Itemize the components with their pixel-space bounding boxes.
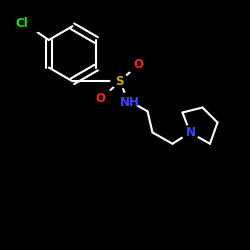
Text: O: O xyxy=(133,58,143,71)
Ellipse shape xyxy=(181,126,199,139)
Ellipse shape xyxy=(127,60,145,73)
Text: NH: NH xyxy=(120,96,140,110)
Ellipse shape xyxy=(15,20,42,33)
Text: S: S xyxy=(115,75,123,88)
Text: Cl: Cl xyxy=(15,17,28,30)
Text: O: O xyxy=(95,92,105,105)
Ellipse shape xyxy=(111,74,129,88)
Text: N: N xyxy=(186,126,196,140)
Ellipse shape xyxy=(114,93,141,107)
Ellipse shape xyxy=(95,90,113,103)
